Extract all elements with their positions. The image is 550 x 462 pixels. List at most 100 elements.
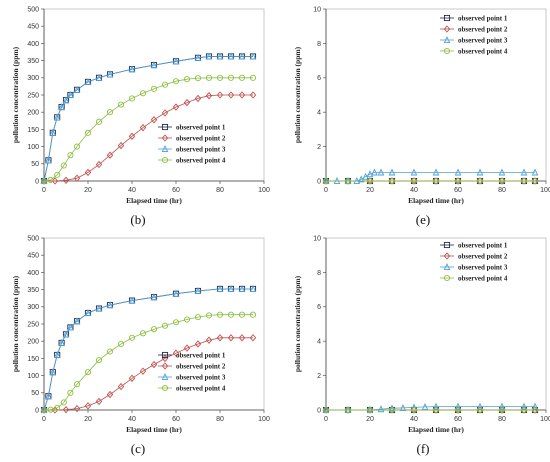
data-point [531,168,539,176]
data-point [84,129,92,136]
x-tick-label: 20 [366,416,374,423]
x-tick-label: 40 [410,416,418,423]
data-point [183,344,191,352]
data-point [520,406,528,414]
y-tick-label: 350 [27,287,39,294]
data-point [117,382,125,391]
y-tick-label: 50 [31,390,39,397]
data-point [410,406,418,414]
data-point [49,128,57,136]
data-point [432,177,440,185]
data-point [73,404,81,413]
legend: observed point 1 observed point 2 observed… [158,124,226,165]
legend-marker [443,252,451,260]
data-point [388,177,396,185]
data-point [238,311,246,318]
x-axis-label: Elapsed time (hr) [126,425,182,434]
data-point [106,70,114,78]
data-point [227,91,235,99]
data-point [421,402,429,410]
data-point [106,301,114,309]
x-tick-label: 100 [540,187,550,194]
data-point [249,311,257,318]
legend-label: observed point 4 [458,48,508,56]
data-point [366,406,374,414]
legend-label: observed point 2 [176,363,226,371]
data-point [150,116,158,124]
data-point [172,103,180,111]
data-point [432,406,440,414]
series-4 [40,311,257,414]
legend-label: observed point 3 [458,37,508,45]
y-tick-label: 10 [313,6,321,13]
data-point [227,74,235,81]
data-point [106,109,114,116]
x-axis-label: Elapsed time (hr) [408,196,464,205]
data-point [62,96,70,104]
data-point [432,402,440,410]
y-tick-label: 450 [27,253,39,260]
data-point [128,334,136,341]
data-point [67,323,74,331]
series-4 [40,74,257,185]
legend-marker [443,25,451,33]
y-tick-label: 4 [317,110,321,117]
legend-marker [443,36,451,44]
y-tick-label: 50 [31,161,39,168]
x-tick-label: 20 [366,187,374,194]
y-tick-label: 200 [27,339,39,346]
data-point [139,90,147,97]
data-point [62,176,70,184]
data-point [238,284,246,292]
data-point [454,168,462,176]
plot-area [43,237,265,411]
y-tick-label: 10 [313,235,321,242]
legend-marker [161,145,169,153]
data-point [128,132,136,140]
legend-label: observed point 1 [458,15,508,23]
panel-label: (e) [416,212,430,227]
y-axis-label: pollution concentration (ppm) [11,46,20,143]
data-point [45,156,52,164]
legend-label: observed point 4 [176,157,226,165]
y-tick-label: 400 [27,270,39,277]
data-point [95,304,103,312]
y-tick-label: 6 [317,304,321,311]
legend-marker [443,14,451,22]
x-tick-label: 40 [410,187,418,194]
data-point [194,75,202,82]
x-tick-label: 20 [84,187,92,194]
legend-marker [161,384,169,392]
y-tick-label: 0 [35,407,39,414]
legend-marker [161,134,169,142]
data-point [53,351,61,359]
data-point [172,57,180,65]
x-tick-label: 100 [540,416,550,423]
data-point [377,405,385,413]
data-point [432,168,440,176]
x-tick-label: 60 [454,416,462,423]
data-point [366,170,374,178]
legend-marker [443,241,451,249]
data-point [60,399,67,406]
data-point [150,61,158,69]
data-point [249,334,257,342]
legend-marker [161,351,169,359]
legend: observed point 1 observed point 2 observed… [158,352,226,393]
x-tick-label: 60 [172,416,180,423]
data-point [388,168,396,176]
data-point [45,392,52,400]
y-tick-label: 0 [317,178,321,185]
data-point [410,177,418,185]
legend-label: observed point 4 [176,385,226,393]
data-point [117,141,125,150]
data-point [73,381,81,388]
data-point [84,369,92,376]
legend-label: observed point 1 [176,352,226,360]
data-point [377,168,385,176]
x-tick-label: 80 [498,187,506,194]
data-point [216,52,224,60]
data-point [183,316,191,323]
data-point [205,312,213,319]
